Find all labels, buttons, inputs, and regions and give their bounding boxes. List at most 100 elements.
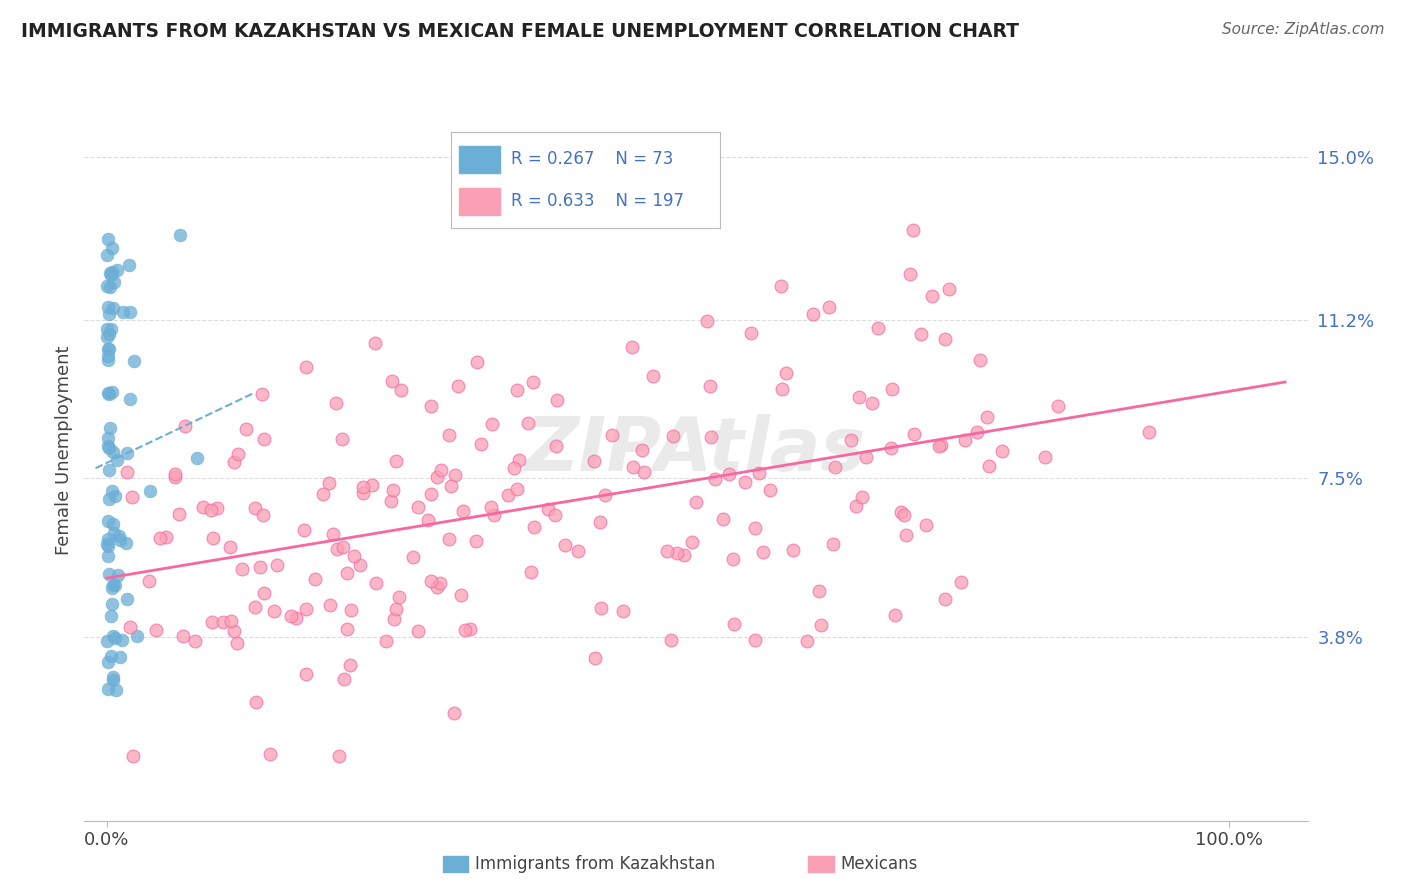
Point	[100, 598, 122, 612]
Point	[612, 604, 634, 618]
Point	[382, 612, 405, 626]
Point	[465, 355, 488, 369]
Point	[97, 350, 120, 364]
Point	[446, 379, 468, 393]
Point	[115, 465, 138, 479]
Point	[101, 265, 124, 279]
Point	[921, 289, 943, 303]
Point	[304, 573, 326, 587]
Point	[174, 419, 197, 434]
Point	[991, 444, 1014, 458]
Point	[633, 465, 655, 479]
Point	[817, 300, 839, 314]
Point	[364, 335, 387, 350]
Point	[101, 673, 124, 688]
Point	[470, 437, 492, 451]
Point	[333, 672, 356, 686]
Point	[522, 375, 544, 389]
Point	[105, 263, 128, 277]
Point	[723, 617, 745, 632]
Point	[855, 450, 877, 464]
Point	[402, 549, 425, 564]
Point	[966, 425, 988, 440]
Point	[661, 429, 683, 443]
Point	[437, 533, 460, 547]
Point	[120, 305, 142, 319]
Point	[101, 301, 124, 316]
Point	[450, 588, 472, 602]
Point	[98, 307, 121, 321]
Point	[744, 521, 766, 535]
Point	[440, 479, 463, 493]
Point	[97, 514, 120, 528]
Point	[375, 634, 398, 648]
Point	[821, 537, 844, 551]
Point	[893, 508, 915, 523]
Point	[163, 467, 186, 481]
Point	[103, 275, 125, 289]
Point	[554, 538, 576, 552]
Point	[96, 634, 118, 648]
Point	[253, 585, 276, 599]
Point	[890, 505, 912, 519]
Point	[97, 549, 120, 563]
Point	[253, 432, 276, 446]
Point	[929, 438, 952, 452]
Point	[696, 314, 718, 328]
Point	[97, 352, 120, 367]
Point	[110, 650, 132, 665]
Point	[97, 342, 120, 356]
Point	[295, 602, 318, 616]
Point	[101, 385, 124, 400]
Point	[104, 631, 127, 645]
Point	[235, 422, 257, 436]
Point	[657, 544, 679, 558]
Point	[101, 670, 124, 684]
Point	[105, 452, 128, 467]
Point	[115, 591, 138, 606]
Point	[98, 463, 121, 477]
Point	[546, 392, 568, 407]
Point	[621, 459, 644, 474]
Point	[284, 611, 307, 625]
Point	[103, 577, 125, 591]
Point	[252, 508, 274, 522]
Point	[458, 622, 481, 636]
Point	[479, 500, 502, 514]
Point	[312, 487, 335, 501]
Point	[903, 223, 925, 237]
Point	[259, 747, 281, 761]
Point	[643, 368, 665, 383]
Point	[325, 396, 347, 410]
Point	[544, 508, 567, 522]
Point	[326, 542, 349, 557]
Point	[186, 451, 208, 466]
Point	[96, 247, 118, 261]
Point	[98, 441, 121, 455]
Point	[673, 549, 696, 563]
Point	[620, 340, 643, 354]
Point	[523, 519, 546, 533]
Point	[938, 282, 960, 296]
Point	[659, 632, 682, 647]
Point	[101, 629, 124, 643]
Point	[138, 574, 160, 588]
Point	[97, 532, 120, 546]
Point	[934, 591, 956, 606]
Point	[380, 494, 402, 508]
Point	[149, 531, 172, 545]
Point	[98, 266, 121, 280]
Point	[600, 428, 623, 442]
Point	[508, 453, 530, 467]
Point	[364, 576, 387, 591]
Point	[343, 549, 366, 563]
Point	[381, 374, 404, 388]
Point	[520, 566, 543, 580]
Point	[101, 516, 124, 531]
Point	[389, 383, 412, 397]
Point	[103, 526, 125, 541]
Point	[340, 603, 363, 617]
Point	[104, 489, 127, 503]
Point	[332, 432, 354, 446]
Point	[503, 461, 526, 475]
